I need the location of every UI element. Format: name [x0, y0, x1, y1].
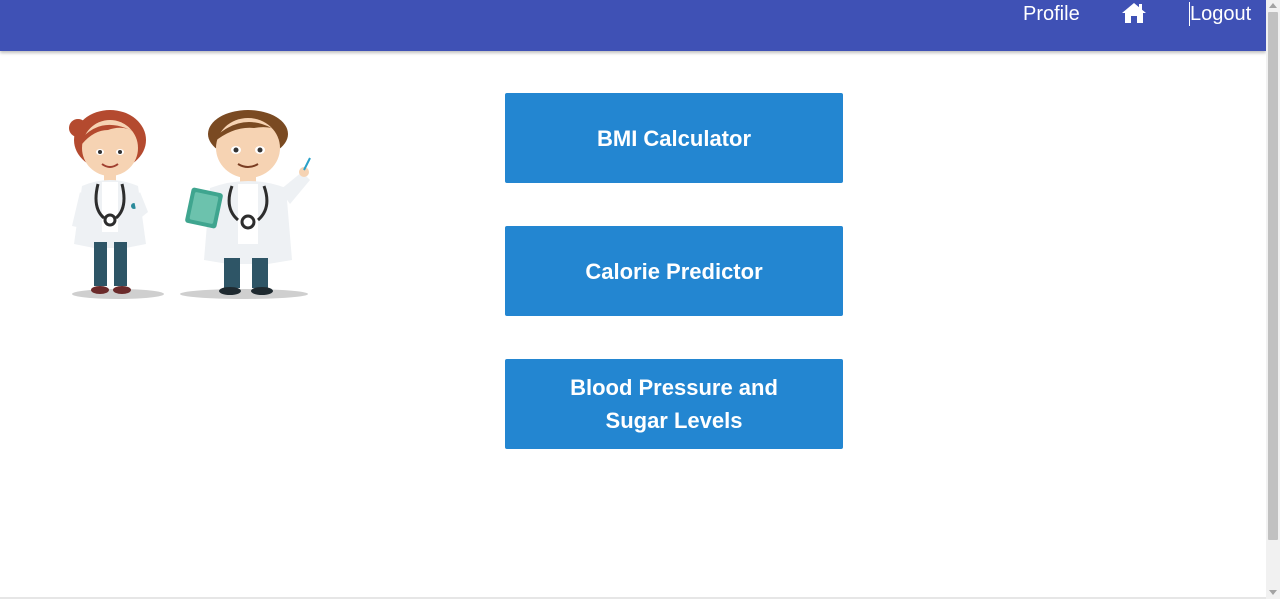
blood-pressure-sugar-button[interactable]: Blood Pressure and Sugar Levels [505, 359, 843, 449]
profile-link[interactable]: Profile [1023, 3, 1080, 25]
bp-label-line1: Blood Pressure and [570, 375, 778, 400]
home-link[interactable] [1121, 2, 1147, 24]
vertical-scrollbar[interactable] [1266, 0, 1280, 599]
calorie-predictor-button[interactable]: Calorie Predictor [505, 226, 843, 316]
top-navbar: Profile Logout [0, 0, 1266, 51]
logout-link[interactable]: Logout [1189, 2, 1252, 26]
bottom-divider [0, 597, 1266, 599]
scrollbar-thumb[interactable] [1268, 12, 1278, 540]
bp-label-line2: Sugar Levels [605, 408, 743, 433]
scroll-up-icon[interactable] [1269, 3, 1277, 8]
doctors-illustration [64, 108, 320, 304]
home-icon [1122, 3, 1146, 23]
scroll-down-icon[interactable] [1269, 590, 1277, 595]
bp-button-label: Blood Pressure and Sugar Levels [570, 371, 778, 437]
bmi-calculator-button[interactable]: BMI Calculator [505, 93, 843, 183]
